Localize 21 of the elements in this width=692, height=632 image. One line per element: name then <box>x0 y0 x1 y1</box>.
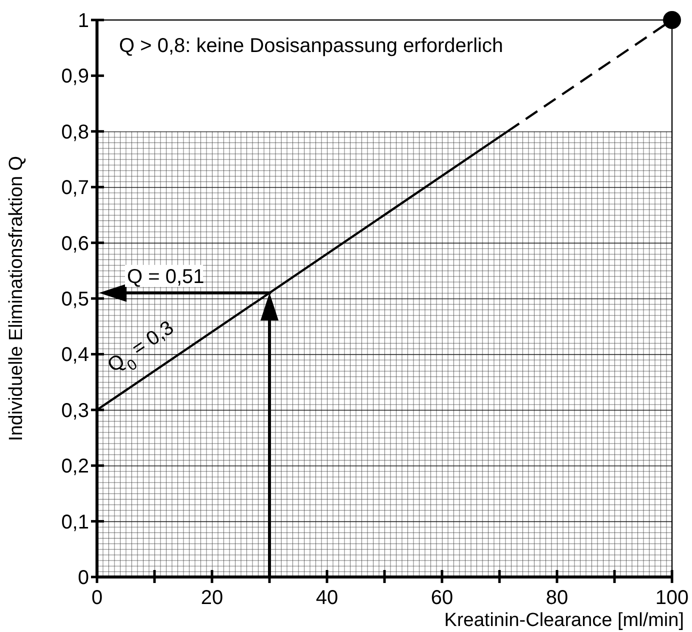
x-tick-label: 40 <box>316 587 338 609</box>
y-tick-label: 0,7 <box>61 177 89 200</box>
y-tick-label: 0,2 <box>61 456 89 478</box>
x-tick-label: 80 <box>546 587 568 609</box>
y-tick-label: 0,8 <box>61 121 89 144</box>
annotation: Q = 0,51 <box>127 266 204 288</box>
y-tick-label: 0,6 <box>61 232 89 255</box>
y-tick-label: 0,3 <box>61 400 89 422</box>
x-tick-label: 100 <box>655 587 689 609</box>
x-tick-label: 60 <box>430 587 454 609</box>
y-tick-label: 0,5 <box>61 288 89 310</box>
y-tick-label: 0,1 <box>61 511 89 534</box>
x-tick-label: 0 <box>91 587 103 609</box>
annotation: Q > 0,8: keine Dosisanpassung erforderlich <box>119 35 504 57</box>
y-tick-label: 0,4 <box>61 344 89 366</box>
y-axis-title: Individuelle Eliminationsfraktion Q <box>6 156 27 442</box>
x-tick-label: 20 <box>200 587 224 609</box>
y-tick-label: 1 <box>78 10 89 32</box>
y-tick-label: 0,9 <box>61 66 89 88</box>
x-axis-title: Kreatinin-Clearance [ml/min] <box>444 610 684 631</box>
y-tick-label: 0 <box>78 567 89 589</box>
